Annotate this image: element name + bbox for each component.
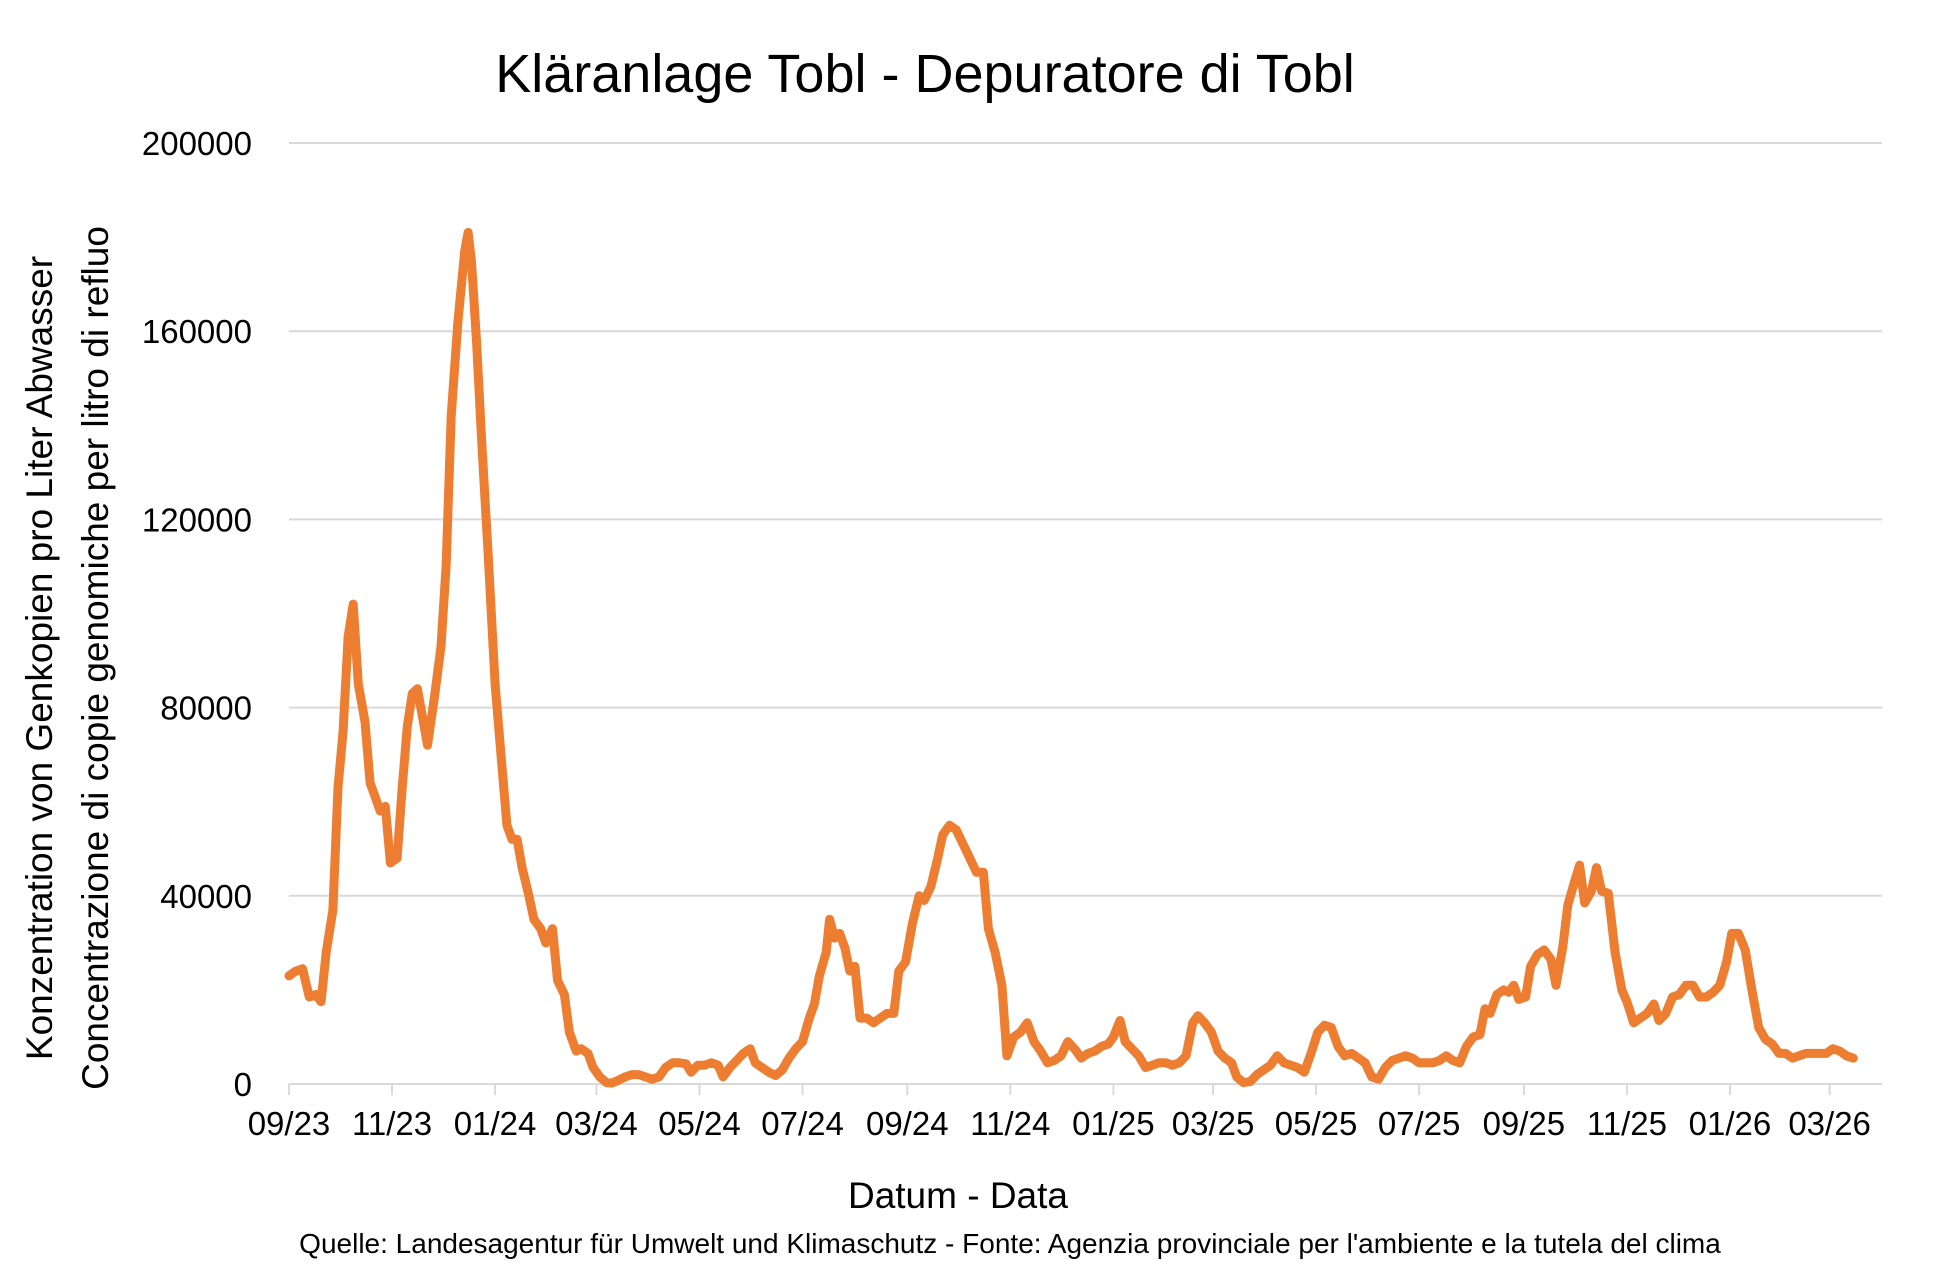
y-tick-label: 120000 <box>142 501 252 538</box>
x-tick-label: 01/24 <box>454 1105 537 1142</box>
x-tick-label: 11/24 <box>970 1105 1050 1142</box>
y-tick-label: 200000 <box>142 125 252 162</box>
x-tick-label: 07/25 <box>1378 1105 1461 1142</box>
x-tick-label: 03/25 <box>1172 1105 1255 1142</box>
x-tick-label: 09/25 <box>1483 1105 1566 1142</box>
x-tick-label: 11/25 <box>1587 1105 1667 1142</box>
y-tick-label: 80000 <box>160 690 252 727</box>
x-tick-label: 11/23 <box>352 1105 432 1142</box>
x-tick-label: 03/24 <box>555 1105 638 1142</box>
gridlines <box>289 142 1882 897</box>
x-axis <box>288 1083 1882 1095</box>
source-note: Quelle: Landesagentur für Umwelt und Kli… <box>299 1228 1721 1259</box>
x-tick-label: 09/23 <box>248 1105 331 1142</box>
x-axis-tick-labels: 09/23 11/23 01/24 03/24 05/24 07/24 09/24 11/24… <box>248 1105 1871 1142</box>
y-axis-tick-labels: 0 40000 80000 120000 160000 200000 <box>142 125 252 1103</box>
y-axis-label-de: Konzentration von Genkopien pro Liter Ab… <box>19 256 60 1060</box>
x-tick-label: 09/24 <box>866 1105 949 1142</box>
x-tick-label: 07/24 <box>761 1105 844 1142</box>
x-tick-label: 03/26 <box>1788 1105 1871 1142</box>
x-tick-label: 01/25 <box>1072 1105 1155 1142</box>
x-tick-label: 05/24 <box>658 1105 741 1142</box>
y-tick-label: 40000 <box>160 878 252 915</box>
chart-title: Kläranlage Tobl - Depuratore di Tobl <box>495 44 1355 104</box>
x-tick-label: 01/26 <box>1689 1105 1772 1142</box>
x-axis-label: Datum - Data <box>848 1175 1068 1216</box>
x-tick-label: 05/25 <box>1275 1105 1358 1142</box>
series-line <box>284 227 1858 1088</box>
y-tick-label: 0 <box>234 1066 252 1103</box>
series-layer <box>284 227 1858 1088</box>
y-tick-label: 160000 <box>142 313 252 350</box>
y-axis-label-it: Concentrazione di copie genomiche per li… <box>75 226 116 1090</box>
